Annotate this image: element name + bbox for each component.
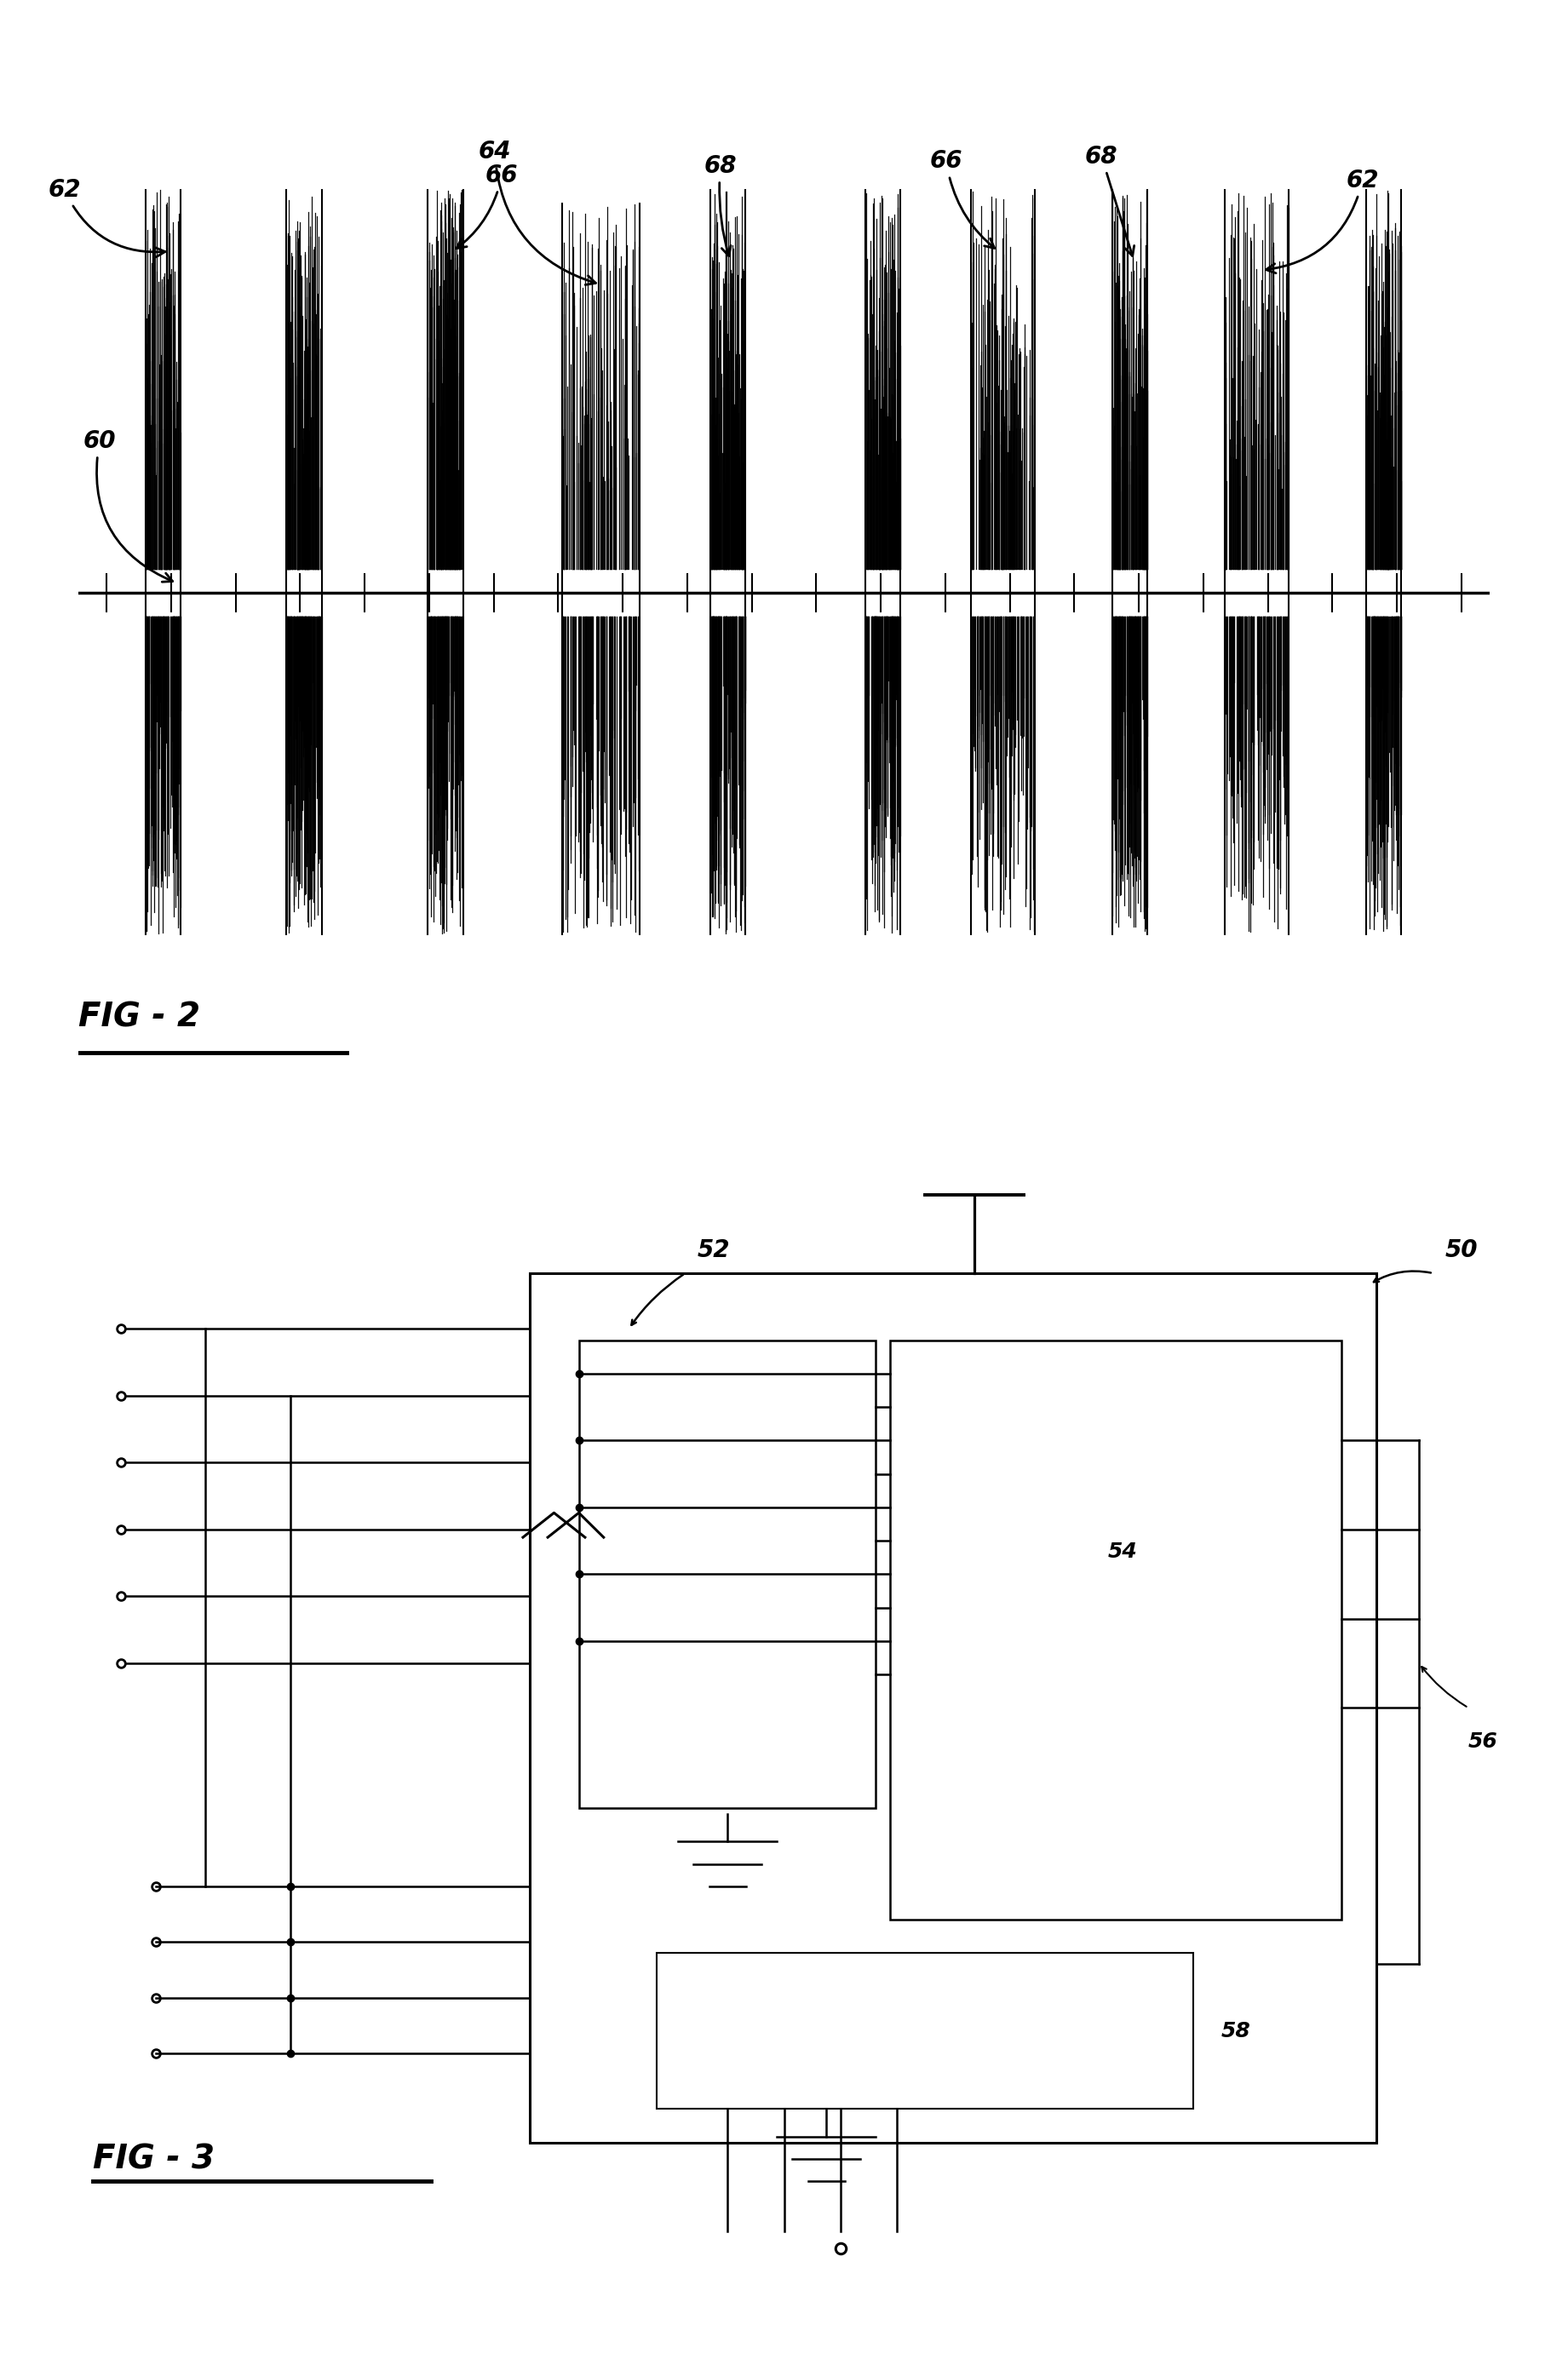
Text: 66: 66 bbox=[930, 149, 994, 249]
Text: 64: 64 bbox=[478, 140, 596, 285]
Text: 58: 58 bbox=[1221, 2020, 1250, 2041]
Text: 68: 68 bbox=[1085, 145, 1134, 256]
Bar bbox=[530, 1273, 1377, 2143]
Bar bbox=[891, 1340, 1341, 1921]
Text: 52: 52 bbox=[698, 1238, 729, 1261]
Text: 68: 68 bbox=[704, 154, 737, 256]
Text: 62: 62 bbox=[49, 178, 165, 256]
Text: 50: 50 bbox=[1446, 1238, 1477, 1261]
Text: 66: 66 bbox=[456, 164, 517, 249]
Text: FIG - 3: FIG - 3 bbox=[93, 2143, 215, 2177]
Text: 56: 56 bbox=[1468, 1731, 1497, 1752]
Bar bbox=[657, 1954, 1193, 2110]
Bar bbox=[580, 1340, 877, 1809]
Text: 60: 60 bbox=[83, 429, 172, 581]
Text: FIG - 2: FIG - 2 bbox=[78, 1001, 201, 1034]
Text: 54: 54 bbox=[1109, 1541, 1137, 1562]
Text: 62: 62 bbox=[1265, 168, 1378, 273]
